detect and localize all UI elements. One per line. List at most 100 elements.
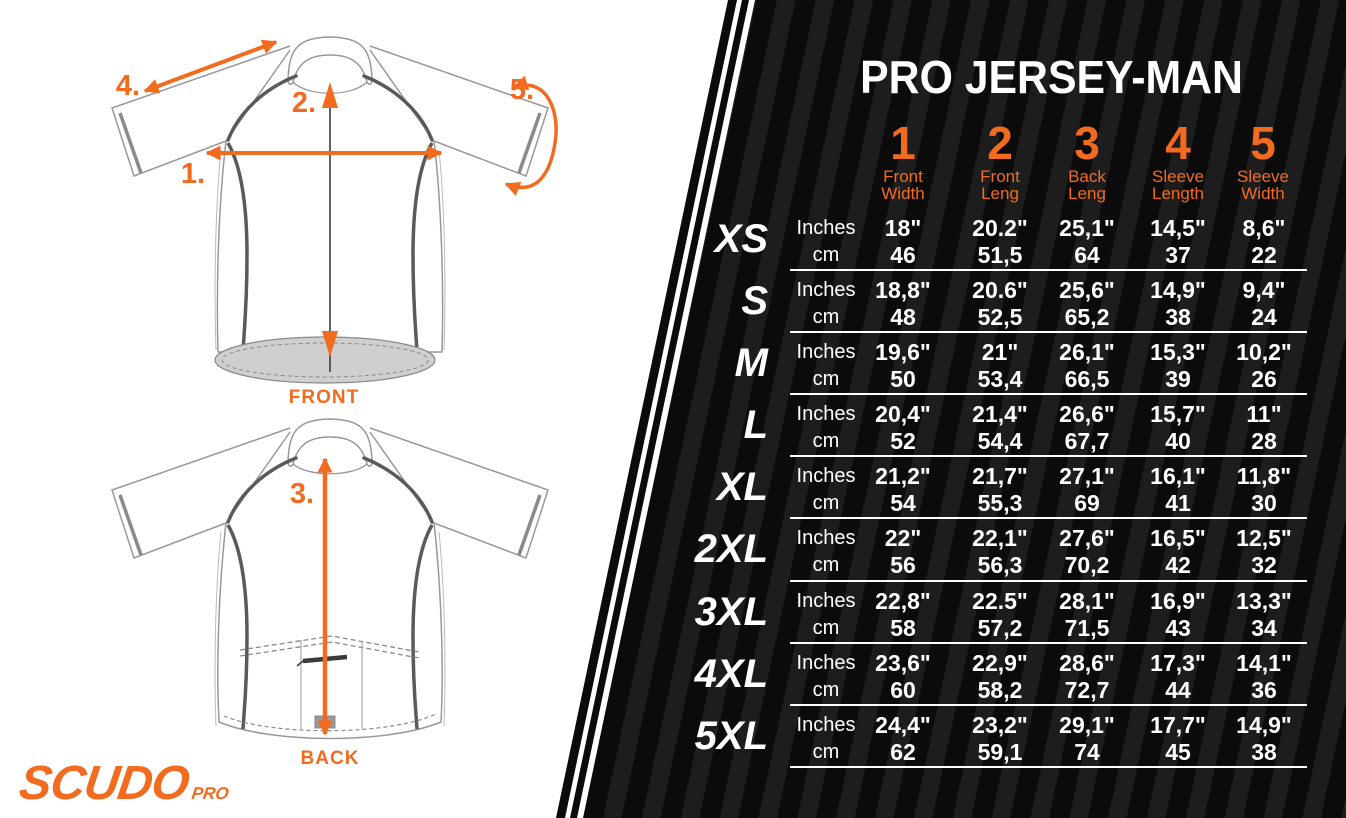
column-number: 2: [987, 117, 1013, 169]
value-cm-sleeve-length: 40: [1165, 428, 1191, 455]
value-inches-front-width: 18,8": [875, 277, 931, 304]
value-inches-sleeve-length: 15,7": [1150, 401, 1206, 428]
unit-cm-label: cm: [812, 430, 840, 453]
value-cm-sleeve-width: 28: [1251, 428, 1277, 455]
value-inches-back-length: 27,1": [1059, 463, 1115, 490]
size-label: XL: [716, 465, 768, 510]
column-headers: 1 Front Width 2 Front Leng 3: [583, 117, 1346, 212]
column-label-line2: Width: [881, 184, 925, 203]
size-label: 4XL: [694, 651, 768, 696]
value-inches-back-length: 27,6": [1059, 525, 1115, 552]
unit-cm-label: cm: [812, 678, 840, 701]
value-inches-back-length: 28,6": [1059, 649, 1115, 676]
table-row: M Inches cm 19,6" 21" 26,1" 15,3" 10,2" …: [583, 333, 1346, 396]
value-inches-front-length: 20.6": [972, 277, 1028, 304]
value-cm-back-length: 74: [1074, 738, 1100, 765]
column-number: 5: [1250, 117, 1276, 169]
column-number: 1: [890, 117, 916, 169]
value-cm-sleeve-length: 38: [1165, 304, 1191, 331]
table-row: L Inches cm 20,4" 21,4" 26,6" 15,7" 11" …: [583, 395, 1346, 458]
table-row: 3XL Inches cm 22,8" 22.5" 28,1" 16,9" 13…: [583, 582, 1346, 644]
table-row: 2XL Inches cm 22" 22,1" 27,6" 16,5" 12,5…: [583, 519, 1346, 582]
unit-inches-label: Inches: [796, 217, 856, 239]
size-label: 3XL: [694, 589, 768, 634]
value-inches-back-length: 26,1": [1059, 339, 1115, 366]
column-number: 3: [1074, 117, 1100, 169]
value-cm-front-width: 60: [890, 676, 916, 703]
value-cm-front-length: 53,4: [977, 366, 1023, 393]
back-pocket-second-dashed-line: [239, 641, 420, 659]
value-cm-front-length: 51,5: [977, 242, 1023, 268]
value-cm-front-width: 58: [890, 614, 916, 641]
marker-label-5: 5.: [510, 74, 534, 106]
size-label: XS: [714, 217, 768, 261]
value-inches-sleeve-width: 11": [1246, 401, 1282, 428]
value-cm-back-length: 71,5: [1064, 614, 1110, 641]
value-cm-front-length: 58,2: [977, 676, 1023, 703]
back-pocket-zipper-pull: [296, 660, 304, 667]
value-inches-sleeve-length: 14,9": [1150, 277, 1206, 304]
value-inches-sleeve-width: 14,1": [1236, 649, 1292, 676]
column-label-line2: Width: [1241, 184, 1285, 203]
value-cm-front-width: 62: [890, 738, 916, 765]
front-left-raglan-seam: [226, 74, 298, 142]
value-cm-front-length: 52,5: [977, 304, 1023, 331]
value-inches-front-length: 21,4": [972, 401, 1028, 428]
unit-cm-label: cm: [812, 368, 840, 391]
column-label-line2: Leng: [1068, 184, 1106, 203]
value-cm-back-length: 69: [1074, 490, 1100, 517]
value-inches-sleeve-width: 9,4": [1242, 277, 1286, 304]
size-label: 2XL: [694, 527, 768, 572]
value-inches-front-width: 19,6": [875, 339, 931, 366]
back-left-side-seam: [226, 524, 249, 730]
column-label-line1: Front: [980, 167, 1020, 186]
size-label: M: [734, 341, 768, 386]
column-number: 4: [1165, 117, 1191, 169]
value-cm-front-width: 54: [890, 490, 916, 517]
unit-cm-label: cm: [812, 740, 840, 763]
front-left-side-seam: [226, 142, 249, 353]
value-inches-front-length: 21,7": [972, 463, 1028, 490]
value-inches-front-width: 22": [884, 525, 922, 552]
back-right-sleeve: [369, 427, 549, 559]
column-label-line1: Front: [883, 167, 923, 186]
column-label-line2: Leng: [981, 184, 1019, 203]
chart-title: PRO JERSEY-MAN: [860, 51, 1243, 103]
table-row: XS Inches cm 18" 20.2" 25,1" 14,5" 8,6" …: [583, 209, 1346, 272]
value-cm-front-width: 50: [890, 366, 916, 393]
value-inches-front-width: 18": [884, 215, 922, 241]
back-left-panel-line: [214, 531, 222, 727]
unit-inches-label: Inches: [796, 403, 856, 426]
value-inches-front-length: 22,9": [972, 649, 1028, 676]
value-cm-back-length: 64: [1074, 242, 1100, 268]
unit-inches-label: Inches: [796, 651, 856, 674]
unit-cm-label: cm: [812, 616, 840, 639]
unit-cm-label: cm: [812, 244, 840, 266]
unit-inches-label: Inches: [796, 341, 856, 364]
column-header: 3 Back Leng: [1027, 120, 1147, 202]
value-cm-back-length: 70,2: [1064, 552, 1110, 579]
column-label: Front Leng: [940, 168, 1060, 202]
value-inches-sleeve-width: 8,6": [1242, 215, 1286, 241]
value-inches-sleeve-width: 13,3": [1236, 587, 1292, 614]
value-cm-sleeve-width: 34: [1251, 614, 1277, 641]
value-inches-sleeve-width: 12,5": [1236, 525, 1292, 552]
back-left-cuff-band: [118, 494, 143, 556]
brand-logo-sub: PRO: [190, 784, 230, 803]
front-right-side-seam: [411, 142, 434, 353]
jersey-measurement-diagram: 1. 2. 4. 5. FRONT: [111, 36, 558, 769]
value-inches-front-length: 22,1": [972, 525, 1028, 552]
unit-inches-label: Inches: [796, 465, 856, 488]
back-caption: BACK: [301, 748, 360, 769]
value-inches-sleeve-length: 17,7": [1150, 711, 1206, 738]
table-row: XL Inches cm 21,2" 21,7" 27,1" 16,1" 11,…: [583, 457, 1346, 520]
size-label: L: [743, 403, 768, 448]
value-inches-front-width: 22,8": [875, 587, 931, 614]
value-cm-sleeve-length: 41: [1165, 490, 1191, 517]
front-left-cuff-band: [118, 112, 143, 174]
measure-arrow-2-bottom-head: [322, 331, 338, 357]
value-inches-back-length: 26,6": [1059, 401, 1115, 428]
value-inches-back-length: 28,1": [1059, 587, 1115, 614]
back-right-panel-line: [438, 531, 446, 727]
